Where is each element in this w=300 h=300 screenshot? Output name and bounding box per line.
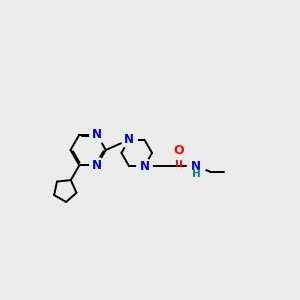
Text: N: N (140, 160, 149, 173)
Text: H: H (192, 169, 201, 179)
Text: N: N (92, 159, 102, 172)
Text: N: N (124, 133, 134, 146)
Text: O: O (174, 144, 184, 158)
Text: N: N (92, 128, 102, 141)
Text: N: N (191, 160, 201, 173)
